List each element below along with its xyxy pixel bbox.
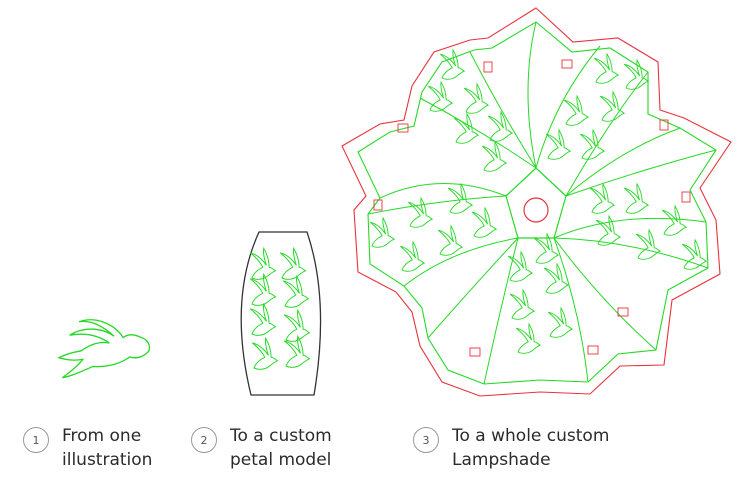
step-caption: To a custom petal model (230, 424, 332, 472)
step-number-badge: 1 (23, 427, 49, 453)
step-1: 1 From one illustration (23, 424, 152, 472)
step-caption: From one illustration (62, 424, 152, 472)
step-number-badge: 3 (413, 427, 439, 453)
step-number-badge: 2 (191, 427, 217, 453)
illustration-canvas (0, 0, 744, 410)
step-2: 2 To a custom petal model (191, 424, 332, 472)
lampshade-pattern (342, 8, 731, 396)
single-bird-illustration (53, 310, 152, 378)
step-3: 3 To a whole custom Lampshade (413, 424, 609, 472)
step-caption: To a whole custom Lampshade (452, 424, 609, 472)
petal-model (241, 232, 320, 395)
